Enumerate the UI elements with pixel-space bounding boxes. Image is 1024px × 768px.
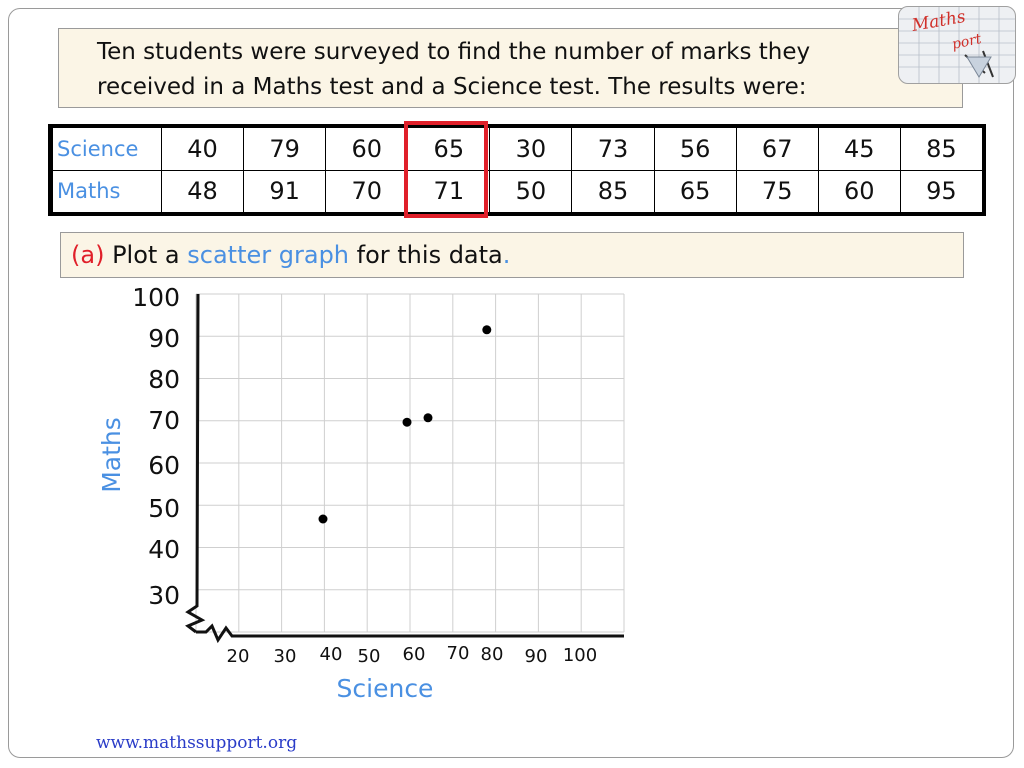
question-highlight: scatter graph: [187, 241, 350, 269]
science-cell: 45: [817, 127, 901, 171]
x-tick-label: 20: [227, 646, 250, 667]
scatter-point: [318, 514, 328, 524]
science-cell: 60: [325, 127, 409, 171]
intro-text-box: Ten students were surveyed to find the n…: [58, 28, 963, 108]
y-axis-label: Maths: [97, 417, 126, 493]
x-tick-label: 100: [563, 645, 597, 666]
maths-cell: 48: [160, 169, 245, 213]
y-tick-label: 70: [148, 406, 180, 435]
science-cell: 79: [243, 127, 327, 171]
maths-cell: 71: [407, 169, 491, 213]
y-tick-label: 30: [148, 581, 180, 610]
highlight-column-box: [404, 121, 488, 218]
scatter-point: [402, 417, 412, 427]
scatter-point: [482, 325, 492, 335]
y-tick-label: 50: [148, 494, 180, 523]
row-label-maths: Maths: [52, 169, 162, 213]
science-cell: 85: [899, 127, 984, 171]
logo-text-port: port: [951, 31, 984, 53]
logo-graphic: Maths port: [899, 7, 1015, 83]
table-row-maths: Maths 48 91 70 71 50 85 65 75 60 95: [52, 169, 984, 213]
question-text-before: Plot a: [104, 241, 188, 269]
maths-cell: 50: [489, 169, 573, 213]
science-cell: 65: [407, 127, 491, 171]
science-cell: 73: [571, 127, 655, 171]
maths-cell: 85: [571, 169, 655, 213]
y-tick-label: 60: [148, 451, 180, 480]
maths-cell: 65: [653, 169, 737, 213]
footer-url: www.mathssupport.org: [96, 733, 298, 753]
x-tick-label: 50: [358, 646, 381, 667]
question-part-label: (a): [71, 241, 105, 269]
x-tick-label: 90: [525, 646, 548, 667]
x-tick-label: 30: [274, 646, 297, 667]
scatter-point: [423, 413, 433, 423]
science-cell: 30: [489, 127, 573, 171]
science-cell: 56: [653, 127, 737, 171]
maths-cell: 95: [899, 169, 984, 213]
maths-support-logo: Maths port: [898, 6, 1016, 84]
x-tick-label: 40: [320, 644, 343, 665]
x-tick-label: 70: [447, 643, 470, 664]
results-table: Science 40 79 60 65 30 73 56 67 45 85 Ma…: [48, 124, 986, 216]
question-period: .: [502, 241, 511, 269]
maths-cell: 60: [817, 169, 901, 213]
question-text-after: for this data: [349, 241, 503, 269]
table-row-science: Science 40 79 60 65 30 73 56 67 45 85: [52, 127, 984, 171]
x-tick-label: 80: [481, 644, 504, 665]
x-axis-label: Science: [337, 674, 434, 703]
row-label-science: Science: [52, 127, 162, 171]
science-cell: 40: [160, 127, 245, 171]
maths-cell: 75: [735, 169, 819, 213]
intro-line-1: Ten students were surveyed to find the n…: [97, 39, 811, 65]
x-axis: [196, 623, 624, 644]
science-cell: 67: [735, 127, 819, 171]
y-axis: [185, 293, 206, 634]
question-box: (a) Plot a scatter graph for this data.: [60, 232, 964, 278]
y-tick-label: 40: [148, 535, 180, 564]
intro-line-2: received in a Maths test and a Science t…: [97, 74, 807, 100]
x-tick-label: 60: [403, 644, 426, 665]
maths-cell: 91: [243, 169, 327, 213]
y-tick-label: 80: [148, 365, 180, 394]
y-tick-label: 90: [148, 324, 180, 353]
y-tick-label: 100: [132, 283, 180, 312]
